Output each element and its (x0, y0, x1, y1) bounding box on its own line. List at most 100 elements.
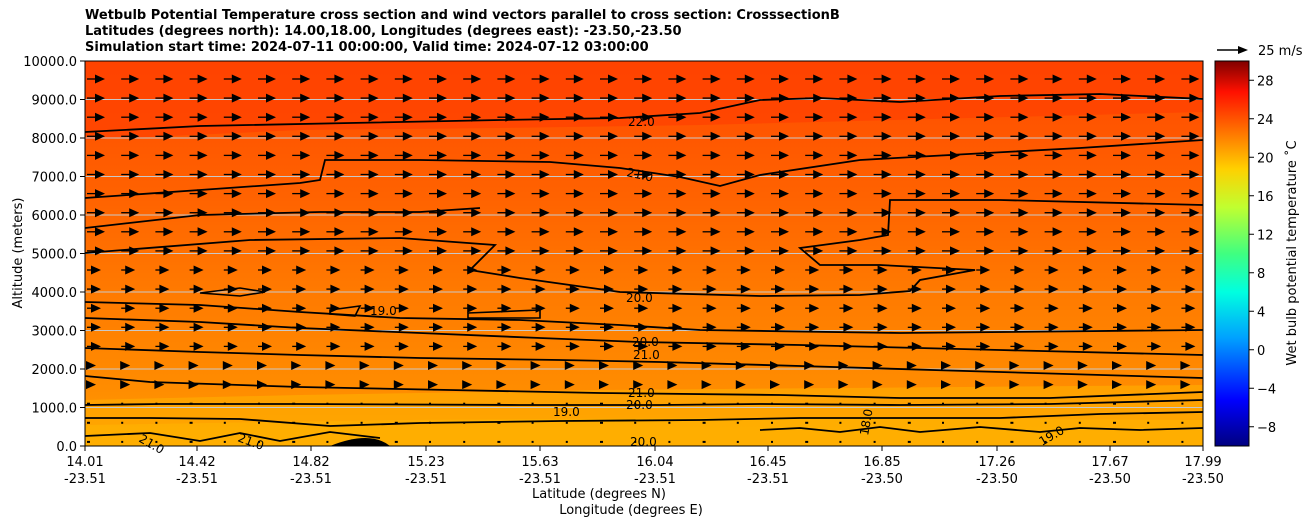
wind-vector-head (334, 112, 345, 122)
wind-vector-head (1185, 265, 1196, 275)
y-tick-label: 1000.0 (32, 402, 78, 417)
wind-vector-head (847, 150, 858, 160)
wind-vector (258, 421, 260, 424)
wind-vector (1181, 402, 1184, 405)
wind-vector-head (1121, 189, 1131, 199)
wind-vector-head (262, 284, 272, 294)
wind-vector-head (163, 208, 174, 218)
wind-vector-head (1155, 227, 1166, 237)
x-tick-label-lon: -23.51 (405, 472, 447, 487)
wind-vector-head (877, 284, 888, 294)
wind-vector-head (1082, 322, 1093, 332)
wind-vector-head (539, 131, 550, 141)
wind-vector-head (159, 322, 170, 332)
wind-vector-head (740, 341, 751, 351)
wind-vector-head (91, 341, 101, 351)
wind-vector (976, 402, 979, 405)
wind-vector-head (1018, 246, 1029, 256)
y-tick-label: 10000.0 (23, 55, 77, 70)
y-tick-label: 4000.0 (32, 286, 78, 301)
wind-vector-head (227, 341, 238, 351)
wind-vector-head (266, 93, 276, 103)
wind-vector-head (262, 265, 272, 275)
y-tick-label: 7000.0 (32, 171, 78, 186)
wind-vector-head (296, 265, 307, 275)
wind-vector-head (911, 284, 922, 294)
y-tick-label: 8000.0 (32, 132, 78, 147)
wind-vector-head (1155, 74, 1166, 84)
wind-vector-head (735, 361, 746, 370)
wind-vector (702, 402, 706, 405)
wind-vector-head (428, 361, 438, 370)
wind-vector-head (676, 189, 687, 199)
wind-vector-head (672, 341, 683, 351)
y-tick-label: 6000.0 (32, 209, 78, 224)
wind-vector-head (505, 131, 516, 141)
wind-vector-head (530, 380, 541, 390)
wind-vector-head (779, 189, 789, 199)
wind-vector-head (300, 189, 311, 199)
wind-vector-head (809, 303, 820, 313)
wind-vector-head (779, 227, 789, 237)
wind-vector-head (599, 380, 609, 390)
wind-vector-head (1185, 322, 1196, 332)
wind-vector-head (163, 131, 174, 141)
y-axis: 0.0 1000.0 2000.0 3000.0 4000.0 5000.0 6000.0 7… (23, 55, 85, 455)
wind-vector-head (911, 303, 922, 313)
wind-vector-head (608, 246, 618, 256)
wind-vector-head (881, 208, 892, 218)
wind-vector-head (1117, 341, 1127, 351)
wind-vector-head (1189, 131, 1200, 141)
wind-vector-head (501, 284, 512, 294)
wind-vector-head (535, 322, 546, 332)
wind-vector-head (1189, 93, 1200, 103)
wind-vector-head (1146, 361, 1157, 370)
wind-vector-head (881, 112, 892, 122)
wind-vector-head (433, 303, 443, 313)
wind-vector-head (706, 341, 717, 351)
wind-vector-head (1082, 341, 1093, 351)
wind-vector-head (980, 265, 991, 275)
wind-vector-head (1112, 380, 1122, 390)
wind-vector-head (775, 265, 785, 275)
wind-vector-head (462, 380, 473, 390)
wind-vector-head (881, 189, 892, 199)
wind-vector-head (915, 208, 926, 218)
wind-vector-head (129, 112, 140, 122)
wind-vector-head (535, 341, 546, 351)
wind-vector-head (838, 380, 849, 390)
wind-vector-head (779, 208, 789, 218)
x-tick-label-lon: -23.50 (1089, 472, 1131, 487)
x-tick-label-lon: -23.50 (1182, 472, 1224, 487)
wind-vector-head (471, 131, 482, 141)
wind-vector-head (398, 265, 409, 275)
wind-vector-head (1018, 150, 1029, 160)
wind-vector (326, 421, 329, 424)
wind-vector-head (535, 265, 546, 275)
wind-vector (907, 402, 911, 405)
wind-vector-head (437, 246, 447, 256)
wind-vector-head (266, 150, 276, 160)
wind-vector-head (779, 112, 789, 122)
wind-vector-head (471, 74, 482, 84)
wind-vector-head (1121, 227, 1131, 237)
wind-vector-head (86, 380, 96, 390)
wind-vector-head (573, 189, 584, 199)
wind-vector-head (710, 150, 721, 160)
wind-vector-head (159, 303, 170, 313)
x-tick-label-lon: -23.51 (747, 472, 789, 487)
wind-vector-head (496, 380, 507, 390)
wind-vector-head (197, 208, 208, 218)
wind-vector (565, 440, 568, 443)
wind-vector-head (573, 74, 584, 84)
wind-vector (292, 402, 296, 405)
wind-vector-head (368, 189, 379, 199)
colorbar-tick-label: −8 (1257, 421, 1276, 436)
wind-vector-head (847, 74, 858, 84)
wind-vector-head (1180, 380, 1191, 390)
wind-vector-head (638, 322, 649, 332)
wind-vector (702, 421, 706, 424)
wind-vector-head (539, 170, 550, 179)
wind-vector-head (877, 341, 888, 351)
wind-vector-head (1151, 265, 1162, 275)
